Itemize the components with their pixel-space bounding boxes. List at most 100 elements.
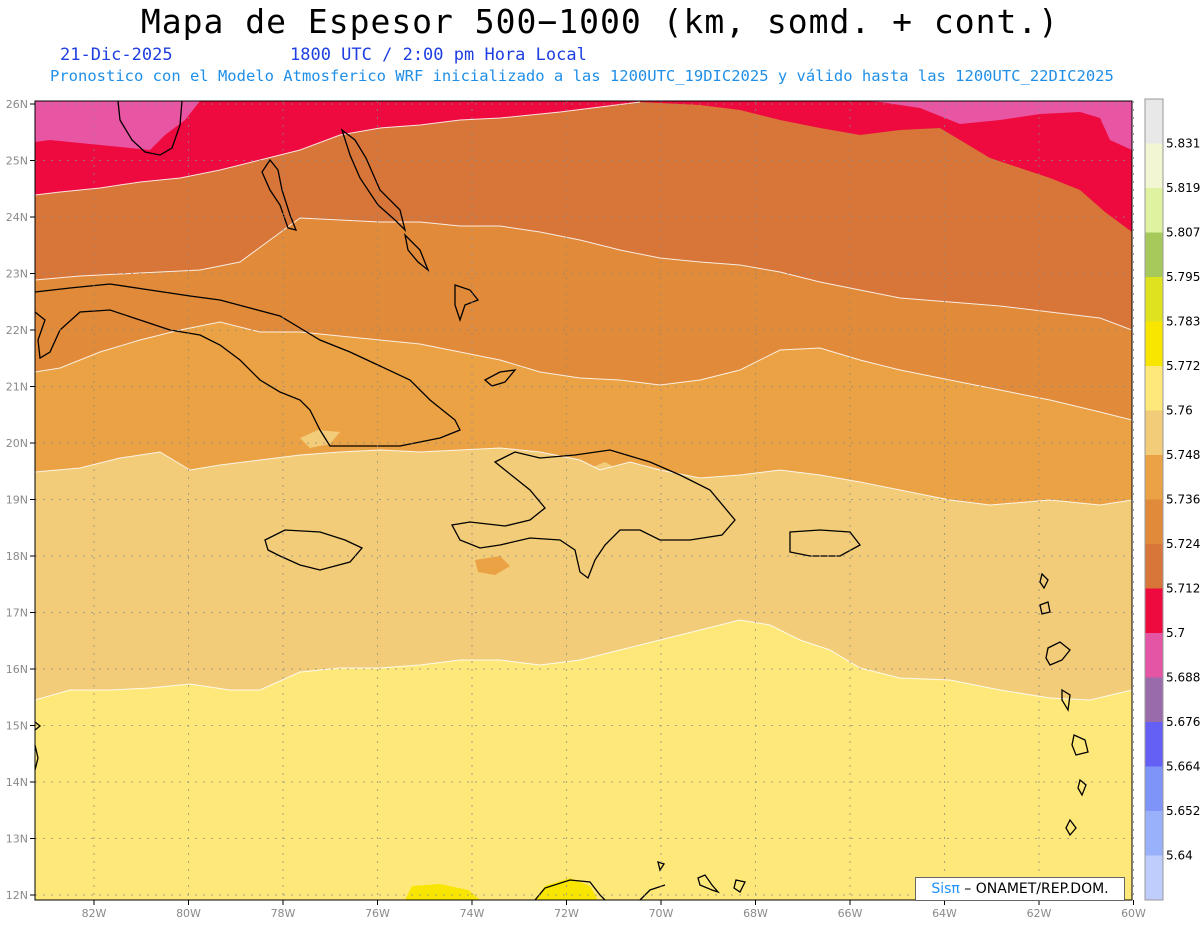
colorbar-swatch: [1145, 143, 1163, 189]
coast-central-america: [34, 721, 42, 771]
coast-bahamas-c: [403, 233, 430, 273]
lat-label: 26N: [6, 98, 28, 111]
colorbar-swatch: [1145, 544, 1163, 589]
band-5.7: [35, 101, 1132, 232]
lat-label: 15N: [6, 720, 28, 733]
colorbar-swatch: [1145, 722, 1163, 767]
colorbar-label: 5.76: [1166, 404, 1193, 418]
forecast-date: 21-Dic-2025: [60, 45, 173, 65]
band-5.688: [35, 101, 1132, 150]
colorbar-swatch: [1145, 499, 1163, 545]
colorbar-swatch: [1145, 366, 1163, 411]
colorbar-swatch: [1145, 633, 1163, 678]
colorbar-swatch: [1145, 232, 1163, 278]
colorbar-swatch: [1145, 855, 1163, 901]
forecast-time: 1800 UTC / 2:00 pm Hora Local: [290, 45, 587, 65]
lon-label: 78W: [271, 907, 296, 920]
colorbar-swatch: [1145, 677, 1163, 723]
colorbar-frame: [1144, 98, 1164, 901]
thickness-field: [35, 101, 1132, 900]
coast-cuba: [34, 283, 461, 447]
lat-label: 14N: [6, 776, 28, 789]
colorbar-swatch: [1145, 455, 1163, 500]
lat-label: 13N: [6, 833, 28, 846]
lon-label: 74W: [460, 907, 485, 920]
lon-label: 60W: [1121, 907, 1146, 920]
colorbar-label: 5.7: [1166, 626, 1185, 640]
colorbar-swatch: [1145, 588, 1163, 634]
colorbar-label: 5.736: [1166, 493, 1200, 507]
colorbar-swatch: [1145, 410, 1163, 456]
lat-label: 17N: [6, 607, 28, 620]
lon-label: 68W: [743, 907, 768, 920]
colorbar-label: 5.831: [1166, 137, 1200, 151]
coastlines: [34, 100, 1089, 901]
lon-label: 62W: [1027, 907, 1052, 920]
coast-jamaica: [264, 529, 364, 571]
graticule: [35, 101, 1134, 900]
coast-bahamas-b: [340, 128, 407, 233]
band-5.712: [35, 101, 1132, 330]
colorbar-label: 5.819: [1166, 181, 1200, 195]
lon-label: 66W: [838, 907, 863, 920]
colorbar-label: 5.748: [1166, 448, 1200, 462]
lat-label: 22N: [6, 324, 28, 337]
band-5.772-patch-a: [405, 884, 480, 900]
colorbar-label: 5.688: [1166, 671, 1200, 685]
colorbar-swatch: [1145, 766, 1163, 812]
coast-inagua: [483, 369, 517, 387]
colorbar-swatch: [1145, 321, 1163, 367]
longitude-labels: 82W 80W 78W 76W 74W 72W 70W 68W 66W 64W 62W 60W: [82, 900, 1146, 920]
colorbar-label: 5.676: [1166, 715, 1200, 729]
coast-bahamas-a: [261, 158, 298, 231]
sispi-logo: Sisπ: [931, 881, 960, 897]
map-frame: [34, 100, 1133, 901]
credit-text: – ONAMET/REP.DOM.: [959, 881, 1109, 897]
coast-antilles-e: [1071, 734, 1089, 756]
lon-label: 76W: [365, 907, 390, 920]
lat-label: 19N: [6, 494, 28, 507]
lat-label: 18N: [6, 550, 28, 563]
colorbar: 5.831 5.819 5.807 5.795 5.783 5.772 5.76 5.748 5…: [1144, 98, 1200, 901]
coast-antilles-c: [1045, 641, 1071, 666]
colorbar-label: 5.664: [1166, 760, 1200, 774]
lon-label: 70W: [649, 907, 674, 920]
band-5.772-patch-b: [535, 878, 598, 900]
coast-antilles-f: [1077, 778, 1087, 797]
coast-antilles-b: [1039, 601, 1051, 615]
colorbar-swatch: [1145, 277, 1163, 322]
band-patch-dr: [585, 462, 620, 486]
lat-label: 24N: [6, 211, 28, 224]
coast-hispaniola: [451, 449, 736, 580]
lat-label: 20N: [6, 437, 28, 450]
contour-lines: [35, 101, 1132, 701]
colorbar-label: 5.712: [1166, 582, 1200, 596]
band-patch-sea: [475, 556, 510, 575]
lon-label: 80W: [176, 907, 201, 920]
colorbar-swatch: [1145, 811, 1163, 856]
lon-label: 82W: [82, 907, 107, 920]
lat-label: 25N: [6, 155, 28, 168]
coast-south-america: [534, 874, 746, 901]
model-description: Pronostico con el Modelo Atmosferico WRF…: [50, 67, 1114, 85]
coast-antilles-d: [1061, 688, 1071, 712]
band-5.688-west: [35, 101, 200, 150]
lon-label: 64W: [932, 907, 957, 920]
colorbar-swatch: [1145, 188, 1163, 233]
map-title: Mapa de Espesor 500−1000 (km, somd. + co…: [140, 2, 1060, 41]
colorbar-label: 5.772: [1166, 359, 1200, 373]
credit-box: Sisπ – ONAMET/REP.DOM.: [915, 877, 1125, 901]
colorbar-label: 5.64: [1166, 849, 1193, 863]
colorbar-swatch: [1145, 99, 1163, 144]
coast-bahamas-d: [454, 284, 480, 323]
band-patch-cuba: [300, 430, 340, 448]
coast-antilles-a: [1039, 572, 1049, 590]
lat-label: 12N: [6, 889, 28, 902]
lat-label: 16N: [6, 663, 28, 676]
lat-label: 23N: [6, 268, 28, 281]
colorbar-label: 5.724: [1166, 537, 1200, 551]
coast-antilles-g: [1065, 818, 1077, 837]
lon-label: 72W: [554, 907, 579, 920]
colorbar-label: 5.795: [1166, 270, 1200, 284]
